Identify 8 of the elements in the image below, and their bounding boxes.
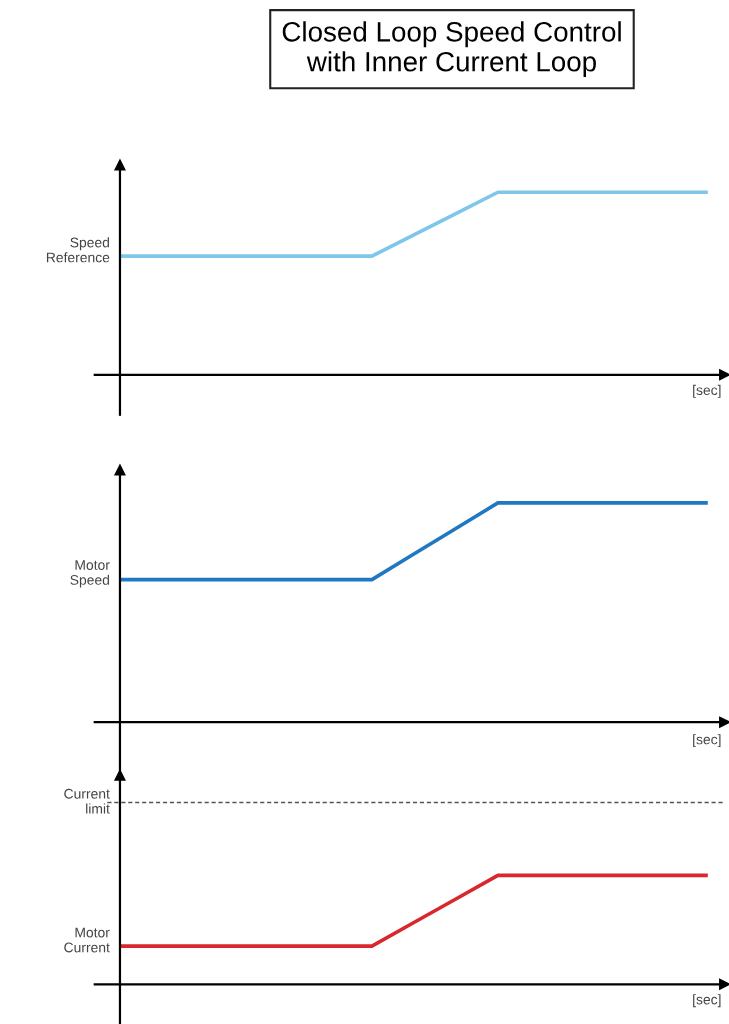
x-axis-title: [sec]	[693, 994, 721, 1008]
y-axis-title: Motor Current	[64, 927, 110, 953]
y-axis-title: Speed Reference	[46, 237, 110, 263]
x-axis-title: [sec]	[693, 384, 721, 398]
y-axis-title: Motor Speed	[70, 560, 110, 588]
ref-line-label: Current limit	[64, 788, 110, 814]
x-axis-title: [sec]	[693, 734, 721, 748]
chart-title: Closed Loop Speed Control with Inner Current Loop	[282, 21, 621, 78]
